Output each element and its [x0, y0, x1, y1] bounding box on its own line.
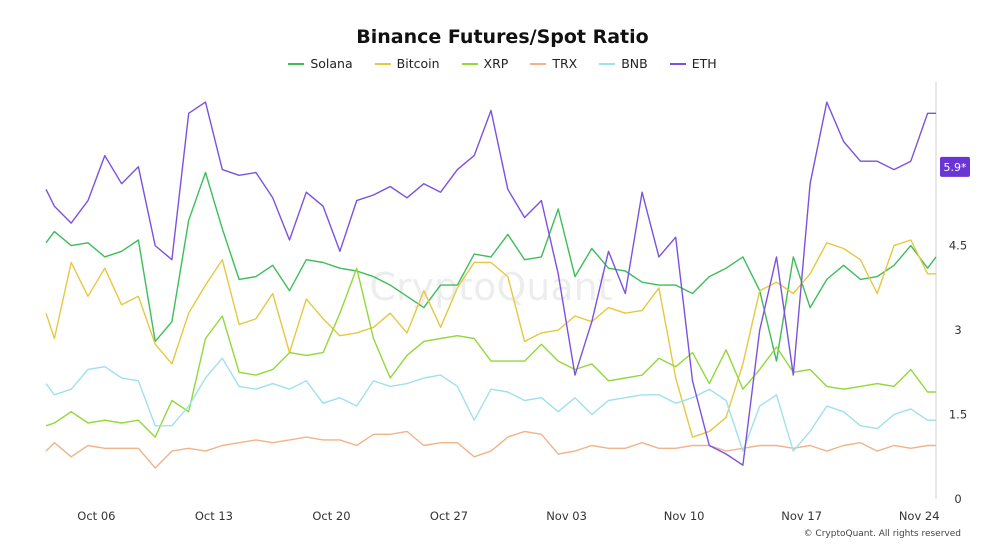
legend-label: Solana: [310, 56, 353, 71]
legend-item-bnb[interactable]: BNB: [599, 56, 648, 71]
legend-label: ETH: [691, 56, 717, 71]
legend-swatch: [461, 62, 478, 65]
x-tick-label: Oct 20: [312, 509, 350, 523]
x-tick-label: Nov 17: [781, 509, 822, 523]
legend-item-xrp[interactable]: XRP: [461, 56, 509, 71]
copyright-footer: © CryptoQuant. All rights reserved: [803, 529, 961, 539]
y-tick-label: 3: [954, 323, 961, 337]
series-line-eth: [45, 101, 936, 466]
last-value-badge: [940, 156, 970, 177]
legend-item-bitcoin[interactable]: Bitcoin: [374, 56, 440, 71]
legend-item-eth[interactable]: ETH: [669, 56, 717, 71]
x-tick-label: Nov 03: [546, 509, 587, 523]
series-line-trx: [45, 430, 936, 469]
x-tick-label: Nov 24: [899, 509, 940, 523]
series-line-solana: [45, 171, 937, 362]
y-tick-label: 1.5: [949, 408, 967, 422]
series-line-bitcoin: [45, 239, 936, 438]
legend-item-solana[interactable]: Solana: [288, 56, 353, 71]
last-value-badge-label: 5.9*: [944, 161, 967, 174]
legend-swatch: [669, 62, 686, 65]
legend-swatch: [530, 62, 547, 65]
x-tick-label: Nov 10: [664, 509, 705, 523]
series-line-bnb: [45, 357, 936, 452]
chart-title: Binance Futures/Spot Ratio: [356, 26, 649, 48]
y-tick-label: 4.5: [949, 239, 967, 253]
y-tick-label: 0: [954, 492, 961, 506]
watermark: CryptoQuant: [369, 265, 612, 309]
chart-legend: Solana Bitcoin XRP TRX BNB ETH: [0, 56, 1005, 71]
legend-label: Bitcoin: [396, 56, 440, 71]
legend-label: XRP: [483, 56, 509, 71]
legend-swatch: [599, 62, 616, 65]
x-tick-label: Oct 06: [77, 509, 115, 523]
legend-item-trx[interactable]: TRX: [530, 56, 577, 71]
legend-swatch: [288, 62, 305, 65]
x-tick-label: Oct 13: [195, 509, 233, 523]
legend-swatch: [374, 62, 391, 65]
legend-label: BNB: [621, 56, 648, 71]
x-tick-label: Oct 27: [430, 509, 468, 523]
legend-label: TRX: [552, 56, 578, 71]
